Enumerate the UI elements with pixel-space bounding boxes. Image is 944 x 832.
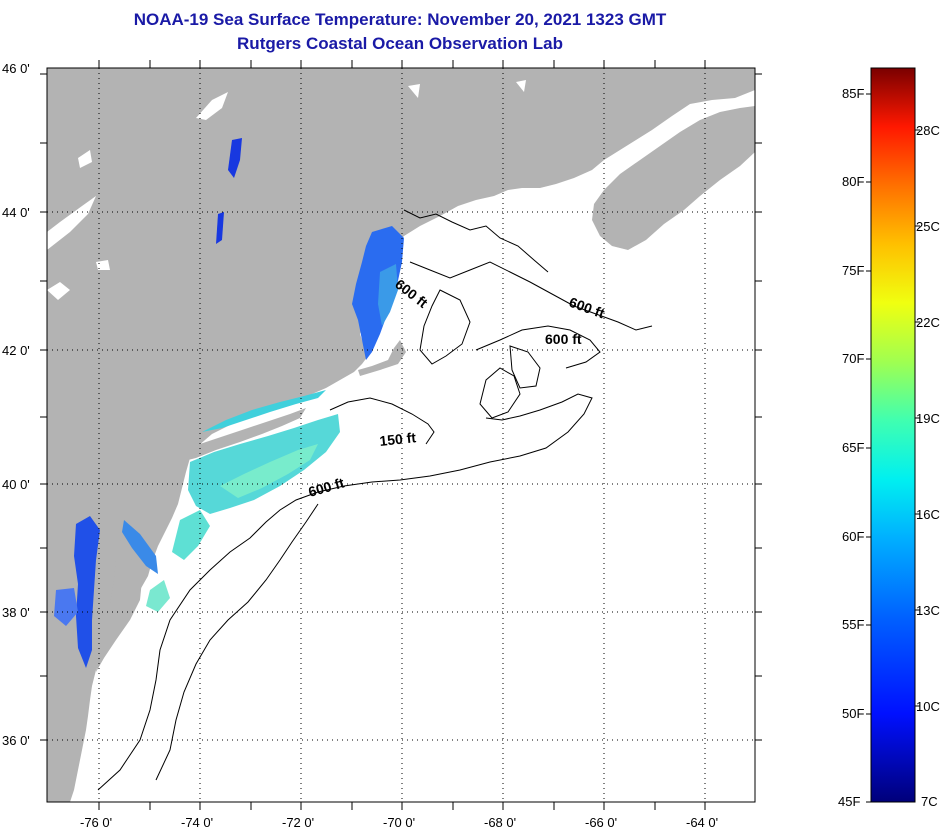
lon-label: -72 0' (282, 815, 314, 830)
colorbar-c-label: 28C (916, 123, 940, 138)
sst-lake (216, 212, 224, 244)
sst-gulf-of-maine-mid (378, 264, 398, 326)
contour-line (155, 503, 319, 781)
map-title: NOAA-19 Sea Surface Temperature: Novembe… (133, 10, 667, 29)
graticule (47, 68, 755, 802)
colorbar-f-label: 70F (842, 351, 864, 366)
sst-gulf-of-maine-cold (352, 226, 404, 360)
cloud-patch (408, 84, 420, 98)
colorbar-f-label: 45F (838, 794, 860, 809)
lon-label: -70 0' (383, 815, 415, 830)
contour-line (509, 345, 541, 389)
colorbar-f-label: 85F (842, 86, 864, 101)
lat-label: 40 0' (2, 477, 30, 492)
lon-label: -66 0' (585, 815, 617, 830)
colorbar-c-label: 10C (916, 699, 940, 714)
sst-mid-atlantic (172, 510, 210, 560)
contour-label: 150 ft (379, 429, 417, 449)
colorbar-c-label: 19C (916, 411, 940, 426)
lat-label: 38 0' (2, 605, 30, 620)
lon-label: -64 0' (686, 815, 718, 830)
colorbar-f-label: 60F (842, 529, 864, 544)
map-layers (47, 68, 755, 802)
colorbar-c-label: 25C (916, 219, 940, 234)
cloud-patch (47, 282, 70, 300)
lat-label: 46 0' (2, 61, 30, 76)
lon-label: -76 0' (80, 815, 112, 830)
land-long-island (176, 408, 306, 462)
map-frame (46, 67, 756, 803)
sst-chesapeake-bay (54, 588, 78, 626)
cloud-patch (516, 80, 526, 92)
land-nova-scotia (592, 106, 755, 250)
contour-line (409, 261, 653, 331)
land-cape-cod (358, 340, 406, 376)
sst-delaware-bay (122, 520, 158, 574)
cloud-patch (47, 196, 96, 250)
sst-mid-atlantic (146, 580, 170, 612)
colorbar-f-label: 50F (842, 706, 864, 721)
sst-chesapeake-bay (74, 516, 100, 668)
colorbar-f-label: 65F (842, 440, 864, 455)
contour-line (403, 209, 549, 273)
contour-line (475, 325, 601, 369)
colorbar-f-label: 80F (842, 174, 864, 189)
map-subtitle: Rutgers Coastal Ocean Observation Lab (237, 34, 563, 53)
colorbar-f-label: 55F (842, 617, 864, 632)
cloud-patch (96, 260, 110, 270)
cloud-patch (196, 92, 228, 120)
lon-label: -74 0' (181, 815, 213, 830)
land-delmarva (96, 540, 142, 672)
lat-label: 36 0' (2, 733, 30, 748)
lat-label: 42 0' (2, 343, 30, 358)
contour-label: 600 ft (545, 331, 582, 347)
land-mainland (47, 68, 755, 802)
colorbar-c-label: 7C (921, 794, 938, 809)
sst-long-island-sound (202, 390, 326, 432)
lat-label: 44 0' (2, 205, 30, 220)
tick-marks (40, 60, 762, 810)
colorbar-c-label: 22C (916, 315, 940, 330)
cloud-patch (78, 150, 92, 168)
colorbar-c-label: 13C (916, 603, 940, 618)
colorbar-ticks (866, 93, 920, 803)
sst-ny-bight-warm (220, 444, 318, 498)
lon-label: -68 0' (484, 815, 516, 830)
contour-line (479, 367, 521, 419)
colorbar-c-label: 16C (916, 507, 940, 522)
colorbar-f-label: 75F (842, 263, 864, 278)
temperature-colorbar (870, 67, 916, 803)
sst-lake (228, 138, 242, 178)
contour-line (419, 289, 471, 365)
